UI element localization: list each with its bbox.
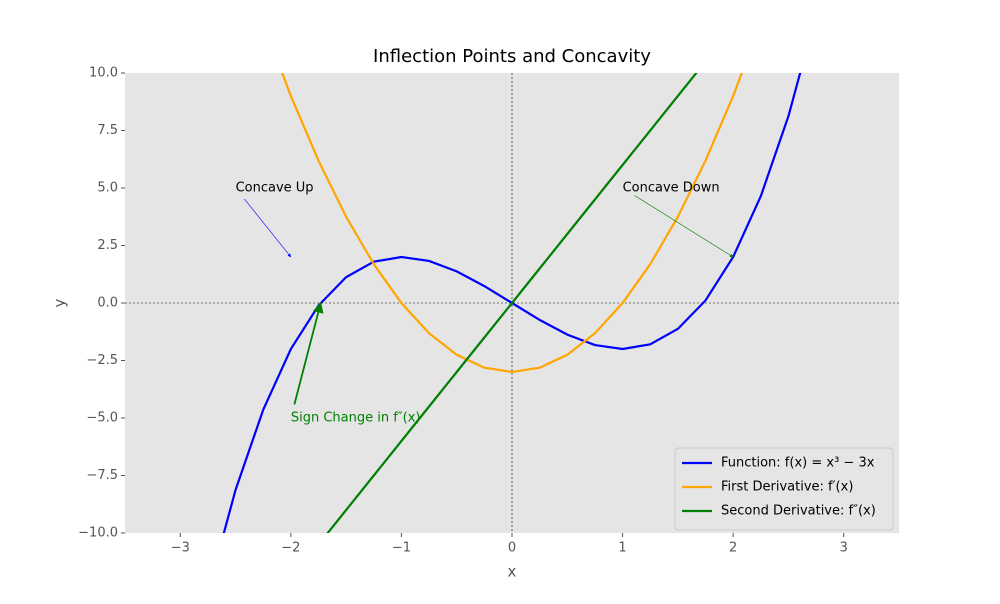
annotation-text: Sign Change in f″(x)	[291, 411, 421, 426]
y-tick-label: 5.0	[97, 181, 118, 196]
x-tick-label: −1	[392, 541, 411, 556]
x-tick-label: −2	[281, 541, 300, 556]
annotation-text: Concave Down	[623, 181, 720, 196]
x-tick-label: 0	[508, 541, 516, 556]
x-tick-label: 2	[729, 541, 737, 556]
chart-title: Inflection Points and Concavity	[373, 46, 651, 67]
y-tick-label: −7.5	[86, 468, 118, 483]
annotation-arrow	[634, 195, 734, 258]
annotation-arrow	[244, 198, 292, 258]
y-tick-label: 0.0	[97, 296, 118, 311]
x-tick-label: 1	[618, 541, 626, 556]
y-tick-label: 2.5	[97, 238, 118, 253]
series-line	[281, 73, 743, 374]
y-tick-label: −5.0	[86, 411, 118, 426]
legend-box	[674, 447, 894, 531]
legend-label: Second Derivative: f″(x)	[721, 504, 876, 519]
y-tick-label: 7.5	[97, 123, 118, 138]
legend-label: First Derivative: f′(x)	[721, 480, 853, 495]
x-tick-label: −3	[171, 541, 190, 556]
y-tick-label: −10.0	[78, 526, 118, 541]
annotation-arrow	[293, 301, 324, 405]
y-tick-label: 10.0	[89, 66, 118, 81]
y-tick-label: −2.5	[86, 353, 118, 368]
x-tick-label: 3	[840, 541, 848, 556]
annotation-text: Concave Up	[236, 181, 314, 196]
series-line	[326, 73, 698, 533]
x-axis-label: x	[508, 563, 517, 581]
legend-label: Function: f(x) = x³ − 3x	[721, 456, 875, 471]
y-axis-label: y	[51, 298, 69, 307]
